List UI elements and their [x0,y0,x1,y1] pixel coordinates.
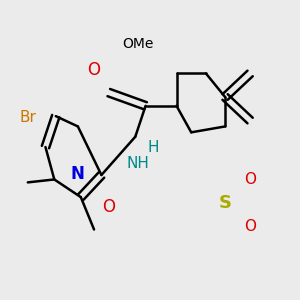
Text: O: O [88,61,100,80]
Text: O: O [102,198,115,216]
Text: NH: NH [127,156,150,171]
Text: O: O [244,219,256,234]
Text: OMe: OMe [122,37,153,51]
Text: N: N [128,154,142,172]
Text: S: S [219,194,232,212]
Text: H: H [147,140,159,154]
Text: N: N [71,165,85,183]
Text: Br: Br [20,110,36,125]
Text: O: O [244,172,256,187]
